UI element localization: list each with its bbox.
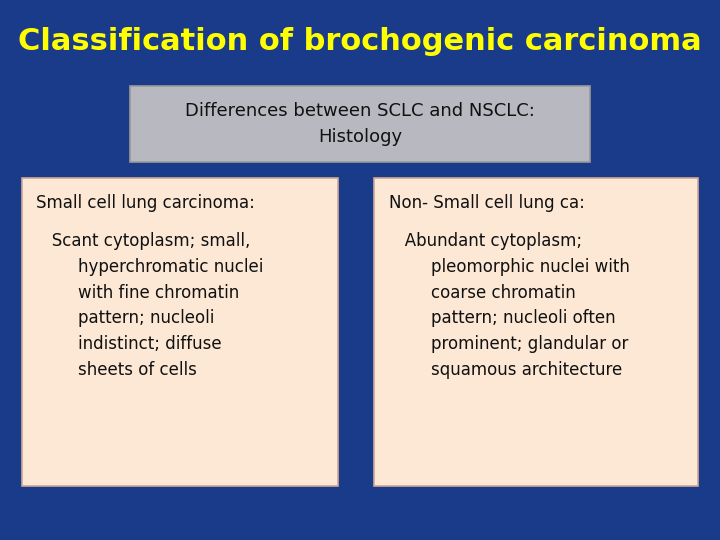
Text: Classification of brochogenic carcinoma: Classification of brochogenic carcinoma [18,27,702,56]
FancyBboxPatch shape [374,178,698,486]
Text: Abundant cytoplasm;
        pleomorphic nuclei with
        coarse chromatin
   : Abundant cytoplasm; pleomorphic nuclei w… [389,232,630,379]
Text: Small cell lung carcinoma:: Small cell lung carcinoma: [36,194,255,212]
FancyBboxPatch shape [22,178,338,486]
Text: Scant cytoplasm; small,
        hyperchromatic nuclei
        with fine chromati: Scant cytoplasm; small, hyperchromatic n… [36,232,264,379]
FancyBboxPatch shape [130,86,590,162]
Text: Differences between SCLC and NSCLC:
Histology: Differences between SCLC and NSCLC: Hist… [185,102,535,146]
Text: Non- Small cell lung ca:: Non- Small cell lung ca: [389,194,585,212]
